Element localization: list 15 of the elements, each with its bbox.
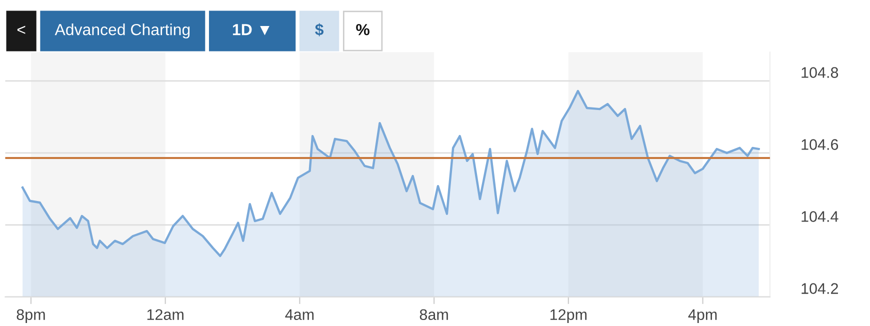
- x-tick-label: 12pm: [550, 309, 587, 324]
- x-tick-label: 8am: [420, 309, 448, 320]
- y-tick-label: 104.4: [802, 211, 838, 222]
- y-tick-label: 104.6: [802, 139, 838, 150]
- text: 1D ▼: [232, 24, 270, 36]
- y-tick-label: 104.8: [802, 67, 838, 78]
- x-tick-label: 4pm: [688, 309, 717, 324]
- x-tick-label: 8pm: [16, 309, 45, 324]
- x-tick-label: 12am: [147, 309, 184, 320]
- text: Advanced Charting: [54, 24, 190, 38]
- text: $: [315, 23, 324, 36]
- text: <: [17, 26, 26, 34]
- text: %: [356, 24, 370, 36]
- x-tick-label: 4am: [285, 309, 314, 320]
- y-tick-label: 104.2: [802, 283, 838, 294]
